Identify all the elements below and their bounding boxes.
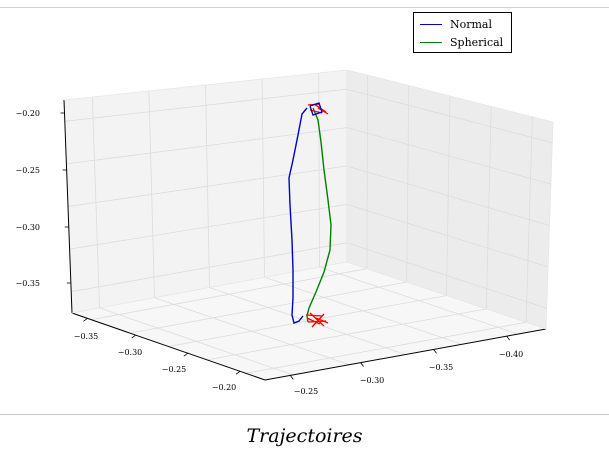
right-wall-grid-line [485,106,492,309]
end-marker-line [309,312,325,327]
z-tick-label: −0.20 [15,109,40,118]
legend-label-spherical: Spherical [450,35,504,49]
y-axis-line [71,312,266,381]
legend-label-normal: Normal [450,17,493,31]
start-frame-normal [309,102,323,116]
y-tick-label: −0.30 [118,348,143,357]
y-tick-mark [83,318,88,322]
left-wall-grid-line [66,127,348,165]
x-tick-label: −0.35 [429,363,454,372]
x-tick-mark [506,335,510,341]
chart-3d-plot: −0.25 −0.30 −0.35 −0.40 −0.35 −0.30 −0.25 −0.20… [15,69,554,396]
pane-edge-line [71,261,348,314]
x-tick-label: −0.25 [294,387,319,396]
right-wall-pane [347,70,553,329]
floor-grid-line [129,281,407,334]
legend: Normal Spherical [413,12,512,53]
y-tick-mark [235,370,241,375]
end-marker-line [305,314,323,317]
end-marker-line [306,317,321,325]
end-marker-line [311,313,325,328]
right-wall-grid-line [446,95,451,296]
caption-rule [0,414,609,415]
floor-grid-line [91,268,367,321]
legend-swatch-normal [420,23,442,25]
pane-edge-line [63,69,348,101]
x-tick-label: −0.30 [360,376,385,385]
y-tick-label: −0.20 [212,383,237,392]
axis-lines [63,69,554,381]
y-tick-mark [183,352,189,357]
z-tick-label: −0.30 [15,223,40,232]
pane-edge-line [545,121,554,330]
x-tick-mark [433,349,437,354]
x-tick-mark [360,362,364,367]
start-marker-line [317,107,329,115]
right-wall-grid-line [346,88,553,144]
series-lines [288,107,332,324]
top-rule [0,7,609,8]
left-wall-grid-line [318,72,320,268]
y-tick-label: −0.25 [162,365,187,374]
pane-edge-line [346,261,547,330]
floor-grid-line [264,276,462,345]
left-wall-grid-line [64,88,348,122]
x-axis-line [264,328,547,381]
legend-swatch-spherical [420,41,442,43]
floor-grid-line [319,266,519,335]
legend-entry-normal: Normal [420,16,492,32]
tick-labels: −0.25 −0.30 −0.35 −0.40 −0.35 −0.30 −0.25 −0.20… [15,109,523,396]
x-tick-label: −0.40 [499,350,524,359]
endpoint-markers [305,102,329,328]
z-tick-label: −0.25 [15,166,40,175]
right-wall-grid-line [346,127,552,185]
grid-lines [64,72,553,376]
legend-entry-spherical: Spherical [420,34,503,50]
left-wall-pane [64,70,347,313]
right-wall-grid-line [525,116,533,323]
axis-panes [64,70,553,380]
y-tick-label: −0.35 [74,332,99,341]
series-line-normal [288,107,308,324]
left-wall-grid-line [205,84,210,288]
x-tick-mark [289,375,294,380]
y-tick-mark [131,334,136,339]
series-line-spherical [306,107,332,323]
end-marker-line [315,317,329,324]
z-axis-line [63,99,73,314]
figure-caption: Trajectoires [246,425,363,447]
pane-edge-line [346,69,554,123]
left-wall-grid-line [261,78,265,278]
z-tick-label: −0.35 [15,279,40,288]
